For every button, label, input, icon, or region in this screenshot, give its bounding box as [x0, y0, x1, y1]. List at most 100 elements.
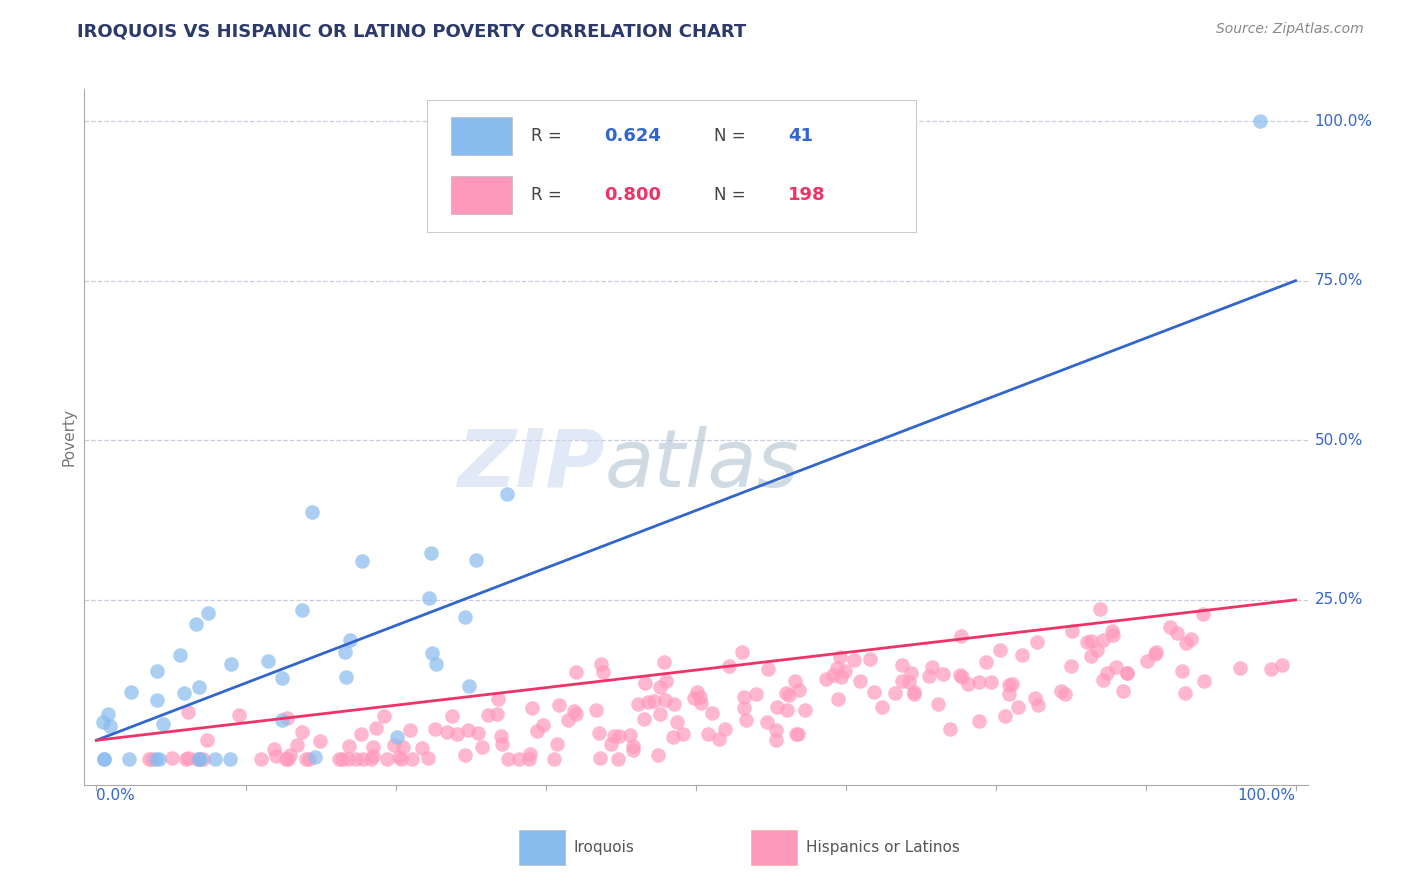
Point	[1180, 632, 1202, 647]
Point	[160, 751, 183, 765]
Point	[271, 713, 294, 727]
Point	[932, 666, 955, 681]
Point	[186, 616, 208, 631]
Point	[1143, 647, 1166, 661]
Text: 75.0%: 75.0%	[1315, 273, 1362, 288]
Point	[980, 674, 1002, 689]
Point	[619, 728, 641, 742]
Point	[588, 726, 610, 740]
Point	[309, 734, 332, 748]
Point	[263, 742, 285, 756]
Point	[264, 749, 287, 764]
Point	[1159, 620, 1181, 634]
Point	[900, 665, 922, 680]
Point	[519, 747, 541, 761]
Point	[1105, 660, 1128, 674]
Point	[1249, 114, 1271, 128]
Point	[1049, 684, 1071, 698]
Point	[682, 690, 704, 705]
Point	[733, 690, 755, 705]
Point	[399, 723, 422, 738]
Point	[280, 747, 302, 762]
Point	[328, 752, 350, 766]
Point	[274, 752, 297, 766]
Point	[1053, 687, 1076, 701]
Point	[436, 724, 458, 739]
Point	[491, 729, 513, 743]
Text: R =: R =	[531, 186, 567, 204]
Point	[271, 671, 294, 685]
Text: atlas: atlas	[605, 425, 799, 504]
Point	[1166, 625, 1188, 640]
Point	[634, 676, 657, 690]
Point	[830, 670, 852, 684]
Point	[1101, 624, 1123, 639]
Point	[821, 668, 844, 682]
Point	[1095, 666, 1118, 681]
Point	[697, 727, 720, 741]
Point	[1136, 655, 1159, 669]
Point	[621, 742, 644, 756]
Point	[416, 751, 439, 765]
Point	[785, 727, 807, 741]
Point	[637, 695, 659, 709]
Point	[177, 705, 200, 719]
Point	[446, 727, 468, 741]
Point	[778, 688, 800, 702]
Point	[709, 732, 731, 747]
Point	[337, 739, 360, 753]
Text: 50.0%: 50.0%	[1315, 433, 1362, 448]
Point	[974, 655, 997, 669]
FancyBboxPatch shape	[451, 176, 513, 214]
Point	[735, 713, 758, 727]
Point	[648, 680, 671, 694]
Point	[352, 752, 374, 766]
Point	[927, 698, 949, 712]
Point	[1271, 658, 1294, 673]
Point	[1080, 634, 1102, 648]
Point	[389, 752, 412, 766]
Point	[411, 741, 433, 756]
Point	[339, 632, 361, 647]
Point	[1116, 665, 1139, 680]
Point	[531, 717, 554, 731]
Point	[848, 673, 870, 688]
Point	[859, 652, 882, 666]
Point	[1028, 698, 1050, 712]
FancyBboxPatch shape	[519, 830, 565, 865]
Point	[969, 674, 991, 689]
Point	[662, 697, 685, 711]
Point	[765, 723, 787, 737]
Point	[145, 752, 167, 766]
Point	[1112, 683, 1135, 698]
Point	[1007, 700, 1029, 714]
Point	[477, 708, 499, 723]
Point	[745, 687, 768, 701]
Point	[177, 750, 200, 764]
Point	[98, 719, 121, 733]
Point	[1174, 686, 1197, 700]
Point	[903, 685, 925, 699]
Point	[186, 752, 208, 766]
Point	[465, 553, 488, 567]
Point	[364, 721, 387, 735]
Point	[457, 679, 479, 693]
Point	[97, 706, 120, 721]
FancyBboxPatch shape	[451, 117, 513, 155]
Text: IROQUOIS VS HISPANIC OR LATINO POVERTY CORRELATION CHART: IROQUOIS VS HISPANIC OR LATINO POVERTY C…	[77, 22, 747, 40]
Text: 0.800: 0.800	[605, 186, 661, 204]
Y-axis label: Poverty: Poverty	[60, 408, 76, 467]
Point	[1080, 648, 1102, 663]
Point	[621, 739, 644, 753]
Point	[1060, 658, 1083, 673]
Point	[120, 685, 142, 699]
Point	[141, 752, 163, 766]
Point	[686, 685, 709, 699]
Point	[454, 610, 477, 624]
Point	[863, 685, 886, 699]
Point	[191, 752, 214, 766]
Point	[543, 752, 565, 766]
Point	[689, 696, 711, 710]
Point	[401, 752, 423, 766]
Point	[607, 752, 630, 766]
